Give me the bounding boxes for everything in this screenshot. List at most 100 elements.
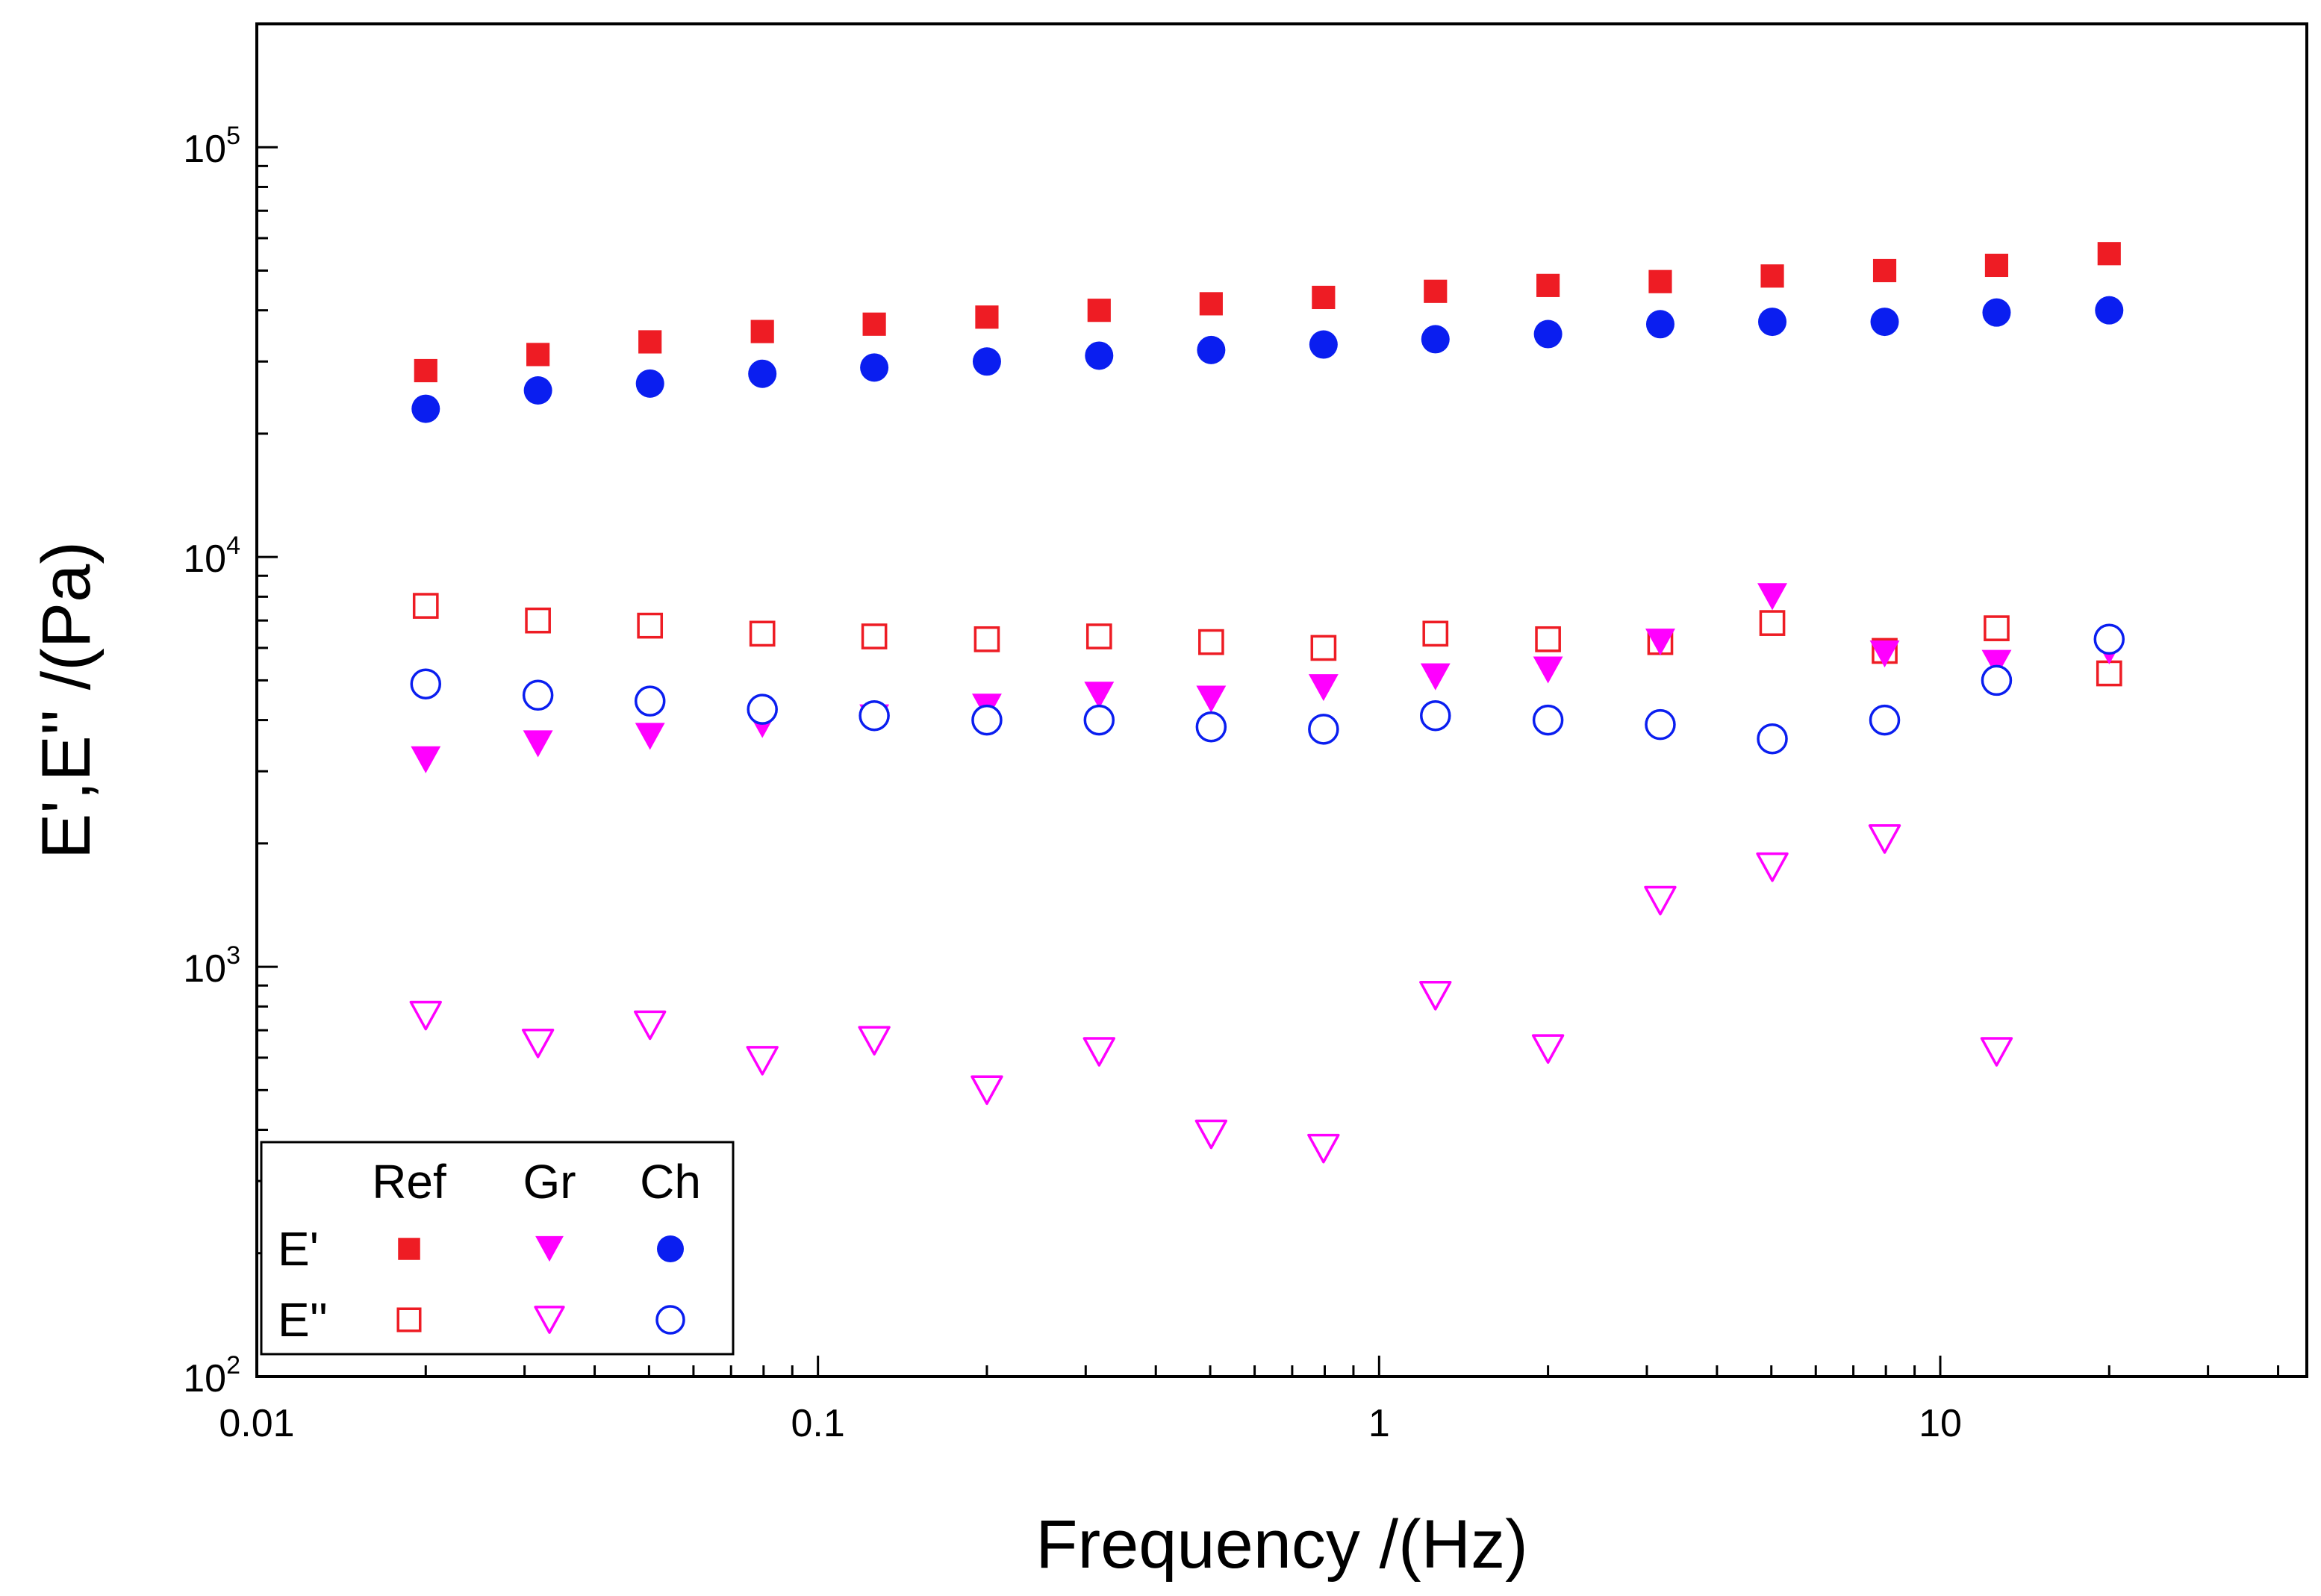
data-point-circle <box>1982 298 2011 327</box>
data-point-square <box>637 612 664 639</box>
data-point-triangle <box>1981 649 2012 677</box>
legend-row-label: E'' <box>278 1293 328 1347</box>
data-point-triangle <box>1645 629 1675 656</box>
legend-row-label: E' <box>278 1222 319 1276</box>
data-point-circle <box>1869 704 1901 736</box>
legend-column-label: Ch <box>640 1155 701 1209</box>
data-point-circle <box>1645 310 1674 339</box>
data-point-triangle <box>1531 1034 1565 1064</box>
data-point-triangle <box>1420 663 1451 691</box>
data-point-triangle <box>1980 1037 2013 1067</box>
legend-marker-circle <box>657 1235 684 1262</box>
data-point-triangle <box>971 1075 1003 1106</box>
data-point-circle <box>1195 711 1227 743</box>
x-axis-title: Frequency /(Hz) <box>1035 1506 1528 1583</box>
data-point-triangle <box>1533 656 1563 684</box>
data-point-square <box>1760 264 1784 288</box>
data-point-circle <box>747 693 778 725</box>
data-point-square <box>2097 242 2121 266</box>
data-point-circle <box>1645 708 1676 741</box>
data-point-circle <box>523 376 552 405</box>
series-gr-loss <box>409 824 2013 1164</box>
legend-marker-square <box>396 1307 422 1332</box>
data-point-circle <box>1308 714 1339 745</box>
data-point-square <box>1198 629 1224 655</box>
x-tick-label: 10 <box>1919 1402 1962 1445</box>
data-point-triangle <box>1194 1119 1228 1150</box>
data-point-triangle <box>635 723 665 750</box>
data-point-triangle <box>1756 852 1789 882</box>
series-ch-storage <box>411 296 2124 423</box>
data-point-square <box>1872 258 1897 283</box>
data-point-square <box>1648 269 1672 293</box>
data-point-circle <box>1309 330 1338 359</box>
y-tick-label: 104 <box>183 532 240 581</box>
legend-column-label: Ref <box>372 1155 446 1209</box>
axes: 0.01 0.1 1 10 102 103 104 105 <box>183 22 2280 1445</box>
data-point-square <box>973 626 1000 652</box>
data-point-triangle <box>1307 1133 1340 1164</box>
legend-marker-circle <box>655 1305 685 1335</box>
y-tick-label: 103 <box>183 941 240 991</box>
x-tick-label: 0.1 <box>791 1402 845 1445</box>
data-point-circle <box>1085 341 1114 370</box>
data-point-circle <box>634 685 666 717</box>
data-point-triangle <box>1084 682 1115 709</box>
data-point-triangle <box>521 1028 555 1059</box>
data-point-triangle <box>1757 583 1787 611</box>
data-point-triangle <box>411 746 441 773</box>
legend-marker-square <box>398 1238 420 1260</box>
legend-marker-triangle <box>535 1235 564 1262</box>
data-point-circle <box>1757 723 1788 755</box>
data-point-circle <box>1421 325 1450 354</box>
data-point-circle <box>411 394 440 423</box>
series-ref-storage <box>414 242 2121 383</box>
data-point-circle <box>1420 699 1451 732</box>
data-point-circle <box>971 704 1003 736</box>
legend-marker-triangle <box>534 1306 565 1334</box>
data-point-square <box>1310 635 1337 661</box>
x-tick-label: 0.01 <box>219 1402 294 1445</box>
data-point-triangle <box>1868 824 1901 854</box>
data-point-circle <box>1532 704 1564 736</box>
legend-column-label: Gr <box>523 1155 576 1209</box>
data-point-triangle <box>1419 981 1452 1011</box>
data-point-circle <box>2095 296 2124 325</box>
data-point-circle <box>1981 664 2013 696</box>
data-point-square <box>861 623 888 649</box>
legend-box <box>260 1141 735 1356</box>
data-point-square <box>1535 626 1561 652</box>
data-point-square <box>1984 253 2009 278</box>
data-points <box>409 242 2125 1164</box>
data-point-square <box>1536 273 1560 297</box>
data-point-circle <box>1083 704 1115 736</box>
y-tick-label: 105 <box>183 122 240 171</box>
data-point-square <box>750 319 774 343</box>
data-point-square <box>526 343 550 367</box>
data-point-triangle <box>746 1046 779 1076</box>
data-point-triangle <box>523 730 553 758</box>
data-point-triangle <box>409 1000 442 1031</box>
data-point-circle <box>2093 623 2125 655</box>
data-point-square <box>638 330 662 354</box>
plot-frame <box>255 22 2308 1378</box>
data-point-circle <box>410 668 442 699</box>
data-point-triangle <box>633 1010 667 1041</box>
data-point-triangle <box>1196 685 1227 713</box>
data-point-circle <box>859 699 890 732</box>
x-tick-label: 1 <box>1368 1402 1390 1445</box>
data-point-square <box>412 593 439 619</box>
data-point-circle <box>748 359 777 388</box>
data-point-square <box>975 305 999 329</box>
data-point-triangle <box>858 1026 891 1056</box>
data-point-triangle <box>1869 640 1900 668</box>
data-point-circle <box>635 369 664 398</box>
data-point-circle <box>860 353 889 382</box>
data-point-square <box>1422 620 1449 647</box>
y-tick-label: 102 <box>183 1351 240 1400</box>
data-point-circle <box>522 679 554 711</box>
data-point-square <box>2096 660 2122 687</box>
data-point-square <box>1312 285 1336 310</box>
